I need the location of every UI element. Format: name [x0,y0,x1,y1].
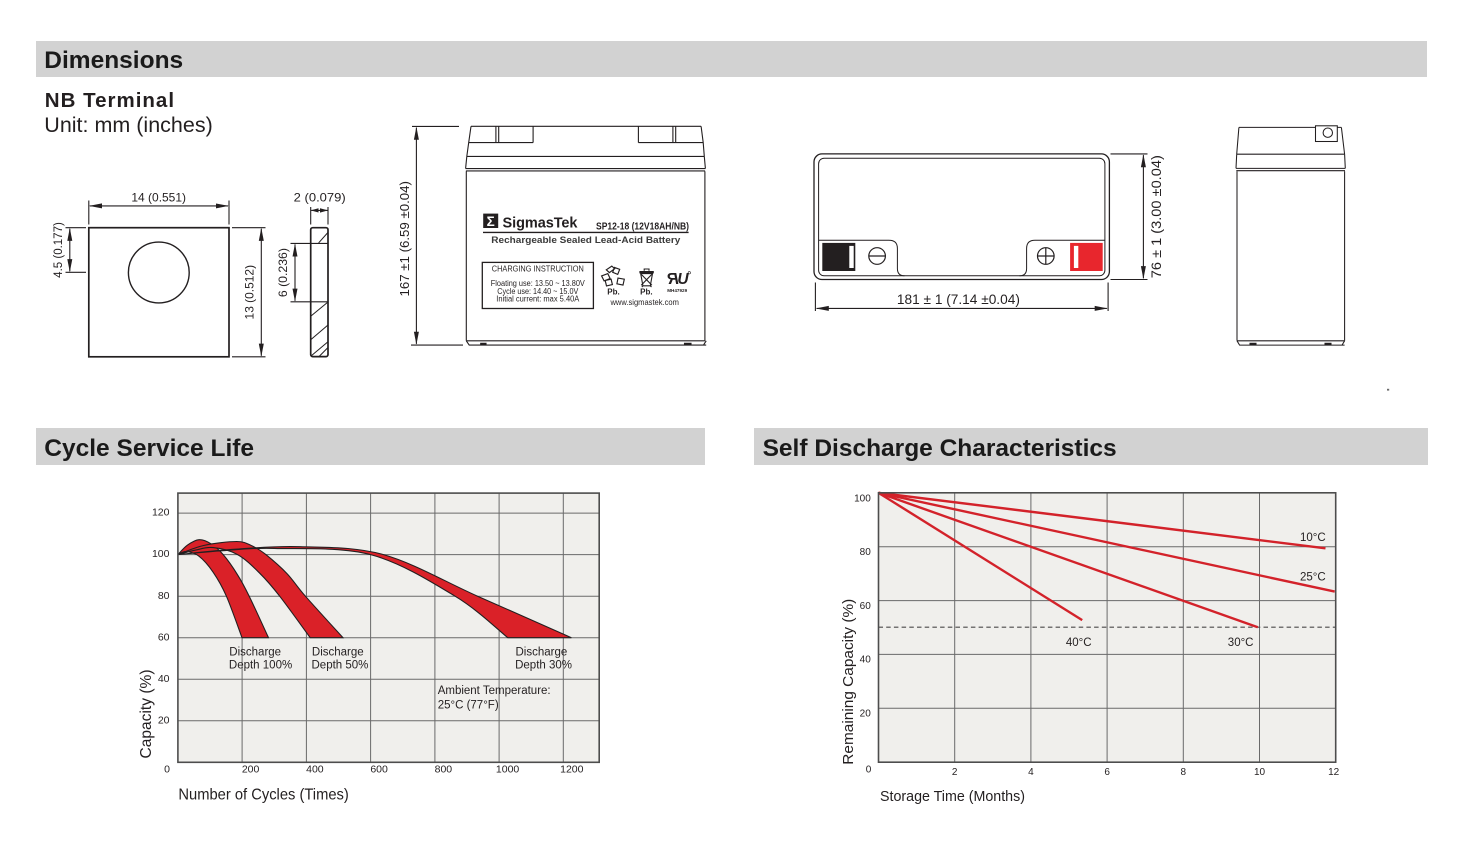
svg-text:Discharge: Discharge [312,646,364,658]
svg-text:167 ±1 (6.59 ±0.04): 167 ±1 (6.59 ±0.04) [398,181,412,296]
svg-text:6: 6 [1104,767,1110,778]
svg-text:Pb.: Pb. [640,287,652,296]
svg-text:Rechargeable Sealed Lead-Acid: Rechargeable Sealed Lead-Acid Battery [491,235,681,246]
svg-text:Floating use: 13.50 ~ 13.80V: Floating use: 13.50 ~ 13.80V [491,279,586,288]
svg-text:1000: 1000 [496,764,520,776]
svg-text:800: 800 [435,764,453,776]
svg-text:80: 80 [158,590,170,602]
svg-text:6 (0.236): 6 (0.236) [276,248,290,297]
svg-text:R: R [667,271,679,288]
svg-text:20: 20 [158,714,170,726]
svg-text:Depth 50%: Depth 50% [312,660,369,672]
svg-text:2 (0.079): 2 (0.079) [294,190,346,204]
svg-text:Number of Cycles (Times): Number of Cycles (Times) [178,787,348,804]
svg-text:SP12-18 (12V18AH/NB): SP12-18 (12V18AH/NB) [596,222,689,233]
svg-text:100: 100 [854,494,871,505]
svg-text:SigmasTek: SigmasTek [503,216,579,232]
svg-text:8: 8 [1181,767,1187,778]
svg-text:CHARGING INSTRUCTION: CHARGING INSTRUCTION [492,263,584,273]
svg-text:Depth 30%: Depth 30% [515,660,572,672]
svg-text:2: 2 [952,767,958,778]
svg-text:181 ± 1 (7.14 ±0.04): 181 ± 1 (7.14 ±0.04) [897,292,1020,307]
svg-text:76 ± 1 (3.00 ±0.04): 76 ± 1 (3.00 ±0.04) [1149,155,1164,278]
svg-text:25°C: 25°C [1300,572,1326,584]
svg-text:400: 400 [306,764,324,776]
svg-text:U: U [677,271,689,288]
svg-text:100: 100 [152,548,170,560]
svg-text:Storage Time (Months): Storage Time (Months) [880,789,1025,805]
svg-text:30°C: 30°C [1228,637,1254,649]
svg-text:0: 0 [164,764,170,776]
svg-text:www.sigmastek.com: www.sigmastek.com [610,297,679,307]
svg-text:4: 4 [1028,767,1034,778]
svg-text:Pb.: Pb. [607,287,619,296]
svg-text:40: 40 [158,673,170,685]
svg-text:25°C (77°F): 25°C (77°F) [438,699,499,711]
svg-text:40°C: 40°C [1066,637,1092,649]
svg-text:Initial current: max 5.40A: Initial current: max 5.40A [496,295,580,304]
svg-text:60: 60 [860,601,872,612]
svg-text:14 (0.551): 14 (0.551) [131,190,186,204]
svg-text:Discharge: Discharge [229,646,281,658]
svg-text:60: 60 [158,631,170,643]
svg-text:1200: 1200 [560,764,584,776]
svg-text:10°C: 10°C [1300,532,1326,544]
svg-text:MH47929: MH47929 [667,288,687,293]
svg-text:0: 0 [866,765,872,776]
svg-text:200: 200 [242,764,260,776]
svg-text:Cycle use: 14.40 ~ 15.0V: Cycle use: 14.40 ~ 15.0V [497,287,579,296]
svg-text:Discharge: Discharge [516,646,568,658]
svg-text:4.5 (0.177): 4.5 (0.177) [53,222,65,278]
svg-text:40: 40 [860,655,872,666]
svg-text:120: 120 [152,507,170,519]
svg-text:Capacity (%): Capacity (%) [138,670,155,759]
svg-text:13 (0.512): 13 (0.512) [243,265,257,320]
svg-text:Depth 100%: Depth 100% [229,660,292,672]
svg-text:Remaining Capacity (%): Remaining Capacity (%) [841,599,857,765]
svg-text:Σ: Σ [487,214,495,229]
svg-text:Ambient Temperature:: Ambient Temperature: [438,685,551,697]
svg-text:600: 600 [370,764,388,776]
svg-text:20: 20 [860,709,872,720]
svg-text:10: 10 [1254,767,1266,778]
svg-text:12: 12 [1328,767,1340,778]
svg-text:80: 80 [860,547,872,558]
